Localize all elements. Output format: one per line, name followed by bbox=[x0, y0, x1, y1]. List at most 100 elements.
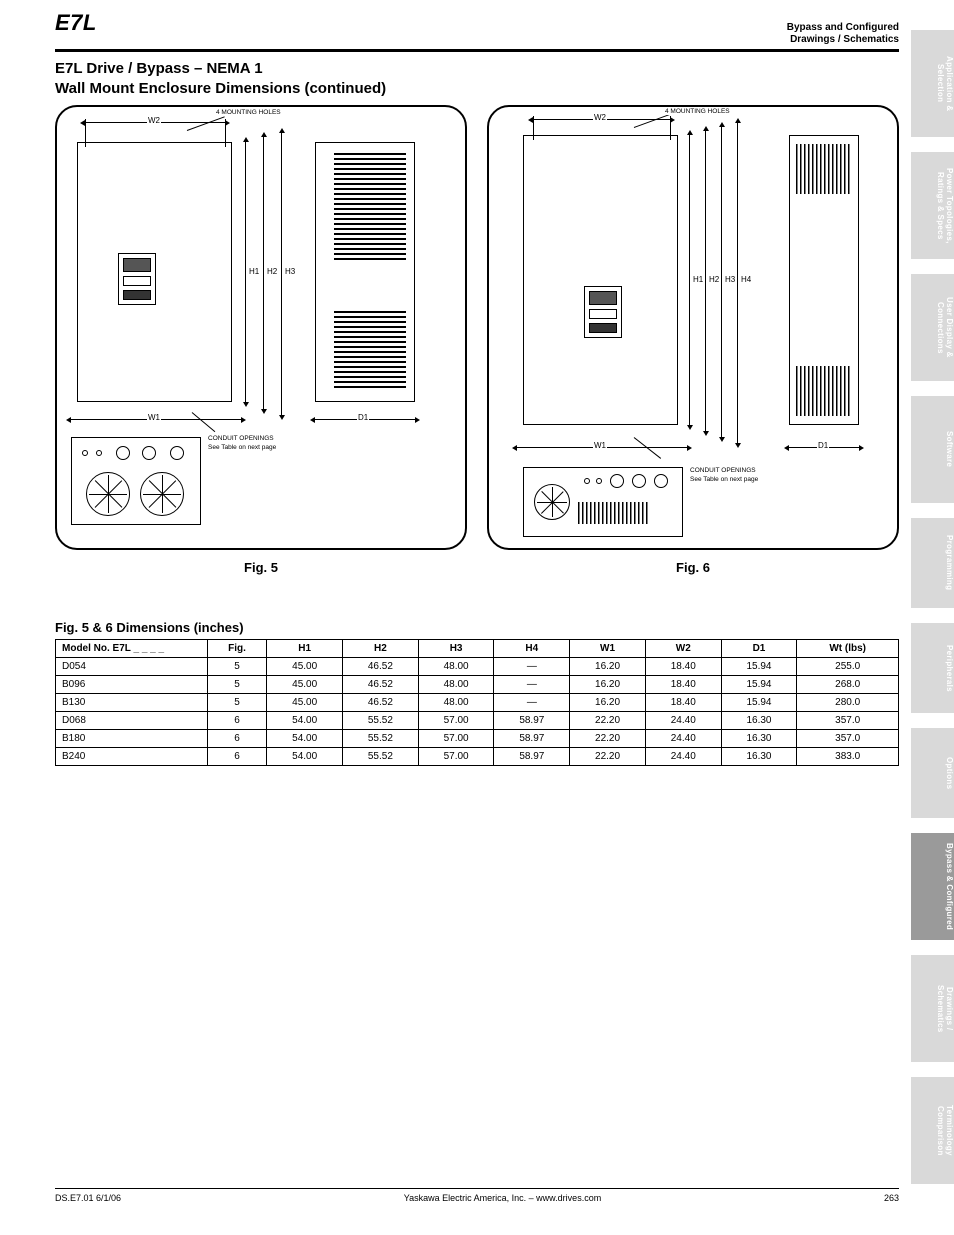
table-cell: 6 bbox=[207, 730, 267, 748]
fig6-keypad-row2 bbox=[589, 323, 617, 333]
table-header-cell: Wt (lbs) bbox=[797, 640, 899, 658]
fig5-callout1-leader bbox=[187, 116, 225, 131]
side-tab[interactable]: Terminology Comparison bbox=[911, 1077, 954, 1184]
side-tab[interactable]: Programming bbox=[911, 518, 954, 608]
fig6-keypad bbox=[584, 286, 622, 338]
fig6-callout2: CONDUIT OPENINGS bbox=[689, 467, 757, 474]
table-cell: 57.00 bbox=[418, 730, 494, 748]
table-cell: 357.0 bbox=[797, 712, 899, 730]
fig5-dim-h1: H1 bbox=[248, 267, 260, 276]
fig5-dim-h3-line bbox=[281, 133, 282, 415]
table-cell: 383.0 bbox=[797, 748, 899, 766]
fig6-port-icon bbox=[596, 478, 602, 484]
table-cell: B240 bbox=[56, 748, 208, 766]
table-cell: 57.00 bbox=[418, 748, 494, 766]
side-tab[interactable]: Power Topologies, Ratings & Specs bbox=[911, 152, 954, 259]
figure-labels-row: Fig. 5 Fig. 6 bbox=[55, 554, 899, 575]
fig6-dim-h1: H1 bbox=[692, 275, 704, 284]
table-cell: 46.52 bbox=[343, 694, 419, 712]
table-cell: 48.00 bbox=[418, 694, 494, 712]
subtitle-line1: E7L Drive / Bypass – NEMA 1 bbox=[55, 60, 899, 77]
fig6-side-vents-top bbox=[796, 144, 852, 194]
table-cell: 48.00 bbox=[418, 658, 494, 676]
fig5-bottom-view bbox=[71, 437, 201, 525]
table-header-cell: Fig. bbox=[207, 640, 267, 658]
fig5-callout1: 4 MOUNTING HOLES bbox=[215, 109, 282, 116]
table-cell: 58.97 bbox=[494, 748, 570, 766]
footer-left: DS.E7.01 6/1/06 bbox=[55, 1193, 121, 1203]
fig6-dim-d1: D1 bbox=[817, 441, 829, 450]
table-cell: 15.94 bbox=[721, 676, 797, 694]
fig5-side-vents-top bbox=[334, 153, 406, 263]
table-cell: 6 bbox=[207, 748, 267, 766]
dimensions-table: Model No. E7L _ _ _ _Fig.H1H2H3H4W1W2D1W… bbox=[55, 639, 899, 766]
figure-5-label: Fig. 5 bbox=[55, 560, 467, 575]
fig5-port-icon bbox=[82, 450, 88, 456]
fig5-fan-icon bbox=[86, 472, 130, 516]
fig5-dim-h3: H3 bbox=[284, 267, 296, 276]
fig6-side-vents-bottom bbox=[796, 366, 852, 416]
table-cell: — bbox=[494, 676, 570, 694]
fig5-dim-h2: H2 bbox=[266, 267, 278, 276]
table-cell: 45.00 bbox=[267, 694, 343, 712]
fig5-side-vents-bottom bbox=[334, 311, 406, 391]
side-tab[interactable]: User Display & Connections bbox=[911, 274, 954, 381]
table-cell: 15.94 bbox=[721, 694, 797, 712]
table-cell: 22.20 bbox=[570, 730, 646, 748]
header-right-line1: Bypass and Configured bbox=[787, 22, 899, 34]
table-cell: 55.52 bbox=[343, 748, 419, 766]
fig6-callout1-leader bbox=[634, 113, 672, 128]
figure-5-frame: W2 W1 H1 H2 H3 4 MOUNTING HOLES D1 bbox=[55, 105, 467, 550]
fig5-side-enclosure bbox=[315, 142, 415, 402]
header-brand: E7L bbox=[55, 10, 97, 36]
fig5-callout2-leader bbox=[192, 412, 216, 432]
table-row: B240654.0055.5257.0058.9722.2024.4016.30… bbox=[56, 748, 899, 766]
table-cell: 357.0 bbox=[797, 730, 899, 748]
table-cell: D068 bbox=[56, 712, 208, 730]
fig6-callout2-sub: See Table on next page bbox=[689, 476, 759, 483]
fig6-dim-h4: H4 bbox=[740, 275, 752, 284]
fig5-dim-w1: W1 bbox=[147, 413, 161, 422]
table-wrap: Fig. 5 & 6 Dimensions (inches) Model No.… bbox=[55, 620, 899, 766]
table-cell: 5 bbox=[207, 658, 267, 676]
table-cell: D054 bbox=[56, 658, 208, 676]
fig6-dim-w1: W1 bbox=[593, 441, 607, 450]
fig6-port-icon bbox=[654, 474, 668, 488]
table-row: B130545.0046.5248.00—16.2018.4015.94280.… bbox=[56, 694, 899, 712]
fig5-fan-icon bbox=[140, 472, 184, 516]
side-tab[interactable]: Peripherals bbox=[911, 623, 954, 713]
fig6-dim-h4-line bbox=[737, 123, 738, 443]
side-tab[interactable]: Application & Selection bbox=[911, 30, 954, 137]
table-cell: 48.00 bbox=[418, 676, 494, 694]
table-cell: 45.00 bbox=[267, 676, 343, 694]
table-cell: 46.52 bbox=[343, 676, 419, 694]
fig5-keypad bbox=[118, 253, 156, 305]
table-header-cell: D1 bbox=[721, 640, 797, 658]
table-cell: B096 bbox=[56, 676, 208, 694]
table-row: B096545.0046.5248.00—16.2018.4015.94268.… bbox=[56, 676, 899, 694]
side-tab[interactable]: Drawings / Schematics bbox=[911, 955, 954, 1062]
fig5-port-icon bbox=[116, 446, 130, 460]
fig6-dim-h2-line bbox=[705, 131, 706, 431]
table-cell: 15.94 bbox=[721, 658, 797, 676]
table-cell: 268.0 bbox=[797, 676, 899, 694]
side-tab[interactable]: Bypass & Configured bbox=[911, 833, 954, 940]
table-cell: 57.00 bbox=[418, 712, 494, 730]
footer-page-number: 263 bbox=[884, 1193, 899, 1203]
fig6-port-icon bbox=[610, 474, 624, 488]
fig6-port-icon bbox=[584, 478, 590, 484]
fig6-bottom-vents bbox=[578, 502, 648, 524]
side-tab[interactable]: Options bbox=[911, 728, 954, 818]
fig6-w2-ext-l bbox=[533, 116, 534, 140]
fig5-port-icon bbox=[170, 446, 184, 460]
fig5-front-enclosure bbox=[77, 142, 232, 402]
table-cell: 24.40 bbox=[645, 712, 721, 730]
side-tab[interactable]: Software bbox=[911, 396, 954, 503]
fig6-dim-h3: H3 bbox=[724, 275, 736, 284]
figure-6-label: Fig. 6 bbox=[487, 560, 899, 575]
page-footer: DS.E7.01 6/1/06 Yaskawa Electric America… bbox=[55, 1188, 899, 1203]
table-row: B180654.0055.5257.0058.9722.2024.4016.30… bbox=[56, 730, 899, 748]
fig5-dim-w2: W2 bbox=[147, 116, 161, 125]
subtitle-line2: Wall Mount Enclosure Dimensions (continu… bbox=[55, 80, 899, 97]
table-title: Fig. 5 & 6 Dimensions (inches) bbox=[55, 620, 899, 635]
